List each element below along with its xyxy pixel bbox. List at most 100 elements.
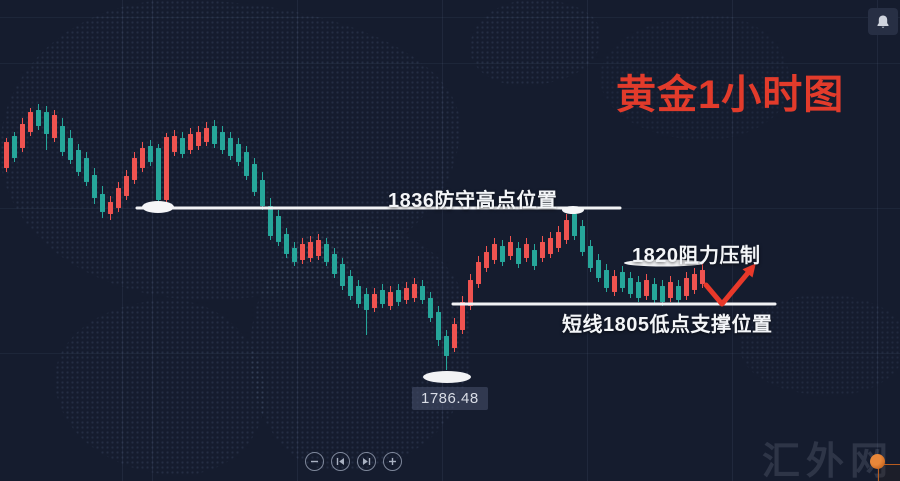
candle [420,280,425,304]
candle [28,108,33,136]
resistance-1836-label: 1836防守高点位置 [388,190,558,212]
candle [412,278,417,302]
chart-title: 黄金1小时图 [616,73,845,117]
skip-end-icon [361,456,372,467]
candle [700,264,705,288]
candle [36,104,41,130]
candle [348,270,353,300]
candle [484,246,489,272]
zoom-in-button[interactable] [383,452,402,471]
candle [236,138,241,166]
candle [12,132,17,162]
candle [132,152,137,184]
site-logo-fragment[interactable] [866,454,900,481]
candle [492,238,497,264]
candle [60,118,65,156]
candle [588,240,593,272]
candle [444,330,449,370]
candle [4,138,9,172]
plus-icon [387,456,398,467]
candle [660,280,665,306]
chart-controls [305,452,402,471]
candle [676,280,681,304]
candle [436,306,441,346]
candle [340,258,345,290]
candle [668,276,673,302]
candle [164,133,169,206]
candle [508,236,513,260]
candle [460,296,465,334]
support-1805-label: 短线1805低点支撑位置 [562,314,773,336]
candle [84,152,89,186]
notification-bell-button[interactable] [868,8,898,35]
candle [300,238,305,264]
candle [140,142,145,172]
candle [212,120,217,148]
candle [580,220,585,256]
candle [332,248,337,278]
candle [100,186,105,218]
candle [684,272,689,300]
candle [596,254,601,282]
candle [292,242,297,266]
candle [396,284,401,306]
skip-end-button[interactable] [357,452,376,471]
candle [372,288,377,312]
candle [76,144,81,176]
candle [604,264,609,292]
candle [468,274,473,310]
zoom-out-button[interactable] [305,452,324,471]
candle [252,158,257,196]
candle [356,280,361,308]
candle [644,274,649,300]
candle [52,110,57,142]
candle [500,240,505,266]
resistance-1820-label: 1820阻力压制 [632,245,761,267]
candle [516,242,521,268]
candle [532,244,537,270]
candle [620,266,625,292]
candle [156,144,161,207]
candle [68,130,73,164]
candle [308,236,313,262]
candle [524,238,529,262]
candle [572,209,577,240]
candle [692,268,697,294]
candle [196,126,201,150]
candle [476,256,481,288]
candle [324,238,329,266]
candle [388,286,393,310]
candle [404,282,409,304]
candle [452,318,457,352]
candle [652,278,657,304]
candle [428,292,433,322]
candle [564,214,569,244]
minus-icon [309,456,320,467]
candle [188,128,193,154]
skip-start-button[interactable] [331,452,350,471]
candle [636,276,641,302]
candle [316,234,321,260]
candle [244,146,249,180]
candle [364,288,369,335]
candle [284,228,289,258]
candle [172,130,177,156]
site-watermark: 汇外网 [762,441,895,481]
candle [548,232,553,258]
candle [380,284,385,308]
candle [540,236,545,262]
candle [204,122,209,146]
candle [124,170,129,200]
candle [180,132,185,158]
candle [556,226,561,252]
notification-bell-icon [875,14,891,30]
low-price-tag: 1786.48 [412,387,488,410]
candle [108,196,113,220]
skip-start-icon [335,456,346,467]
logo-dot-icon [870,454,885,469]
candle [268,198,273,240]
candle [20,118,25,152]
candle [612,270,617,296]
